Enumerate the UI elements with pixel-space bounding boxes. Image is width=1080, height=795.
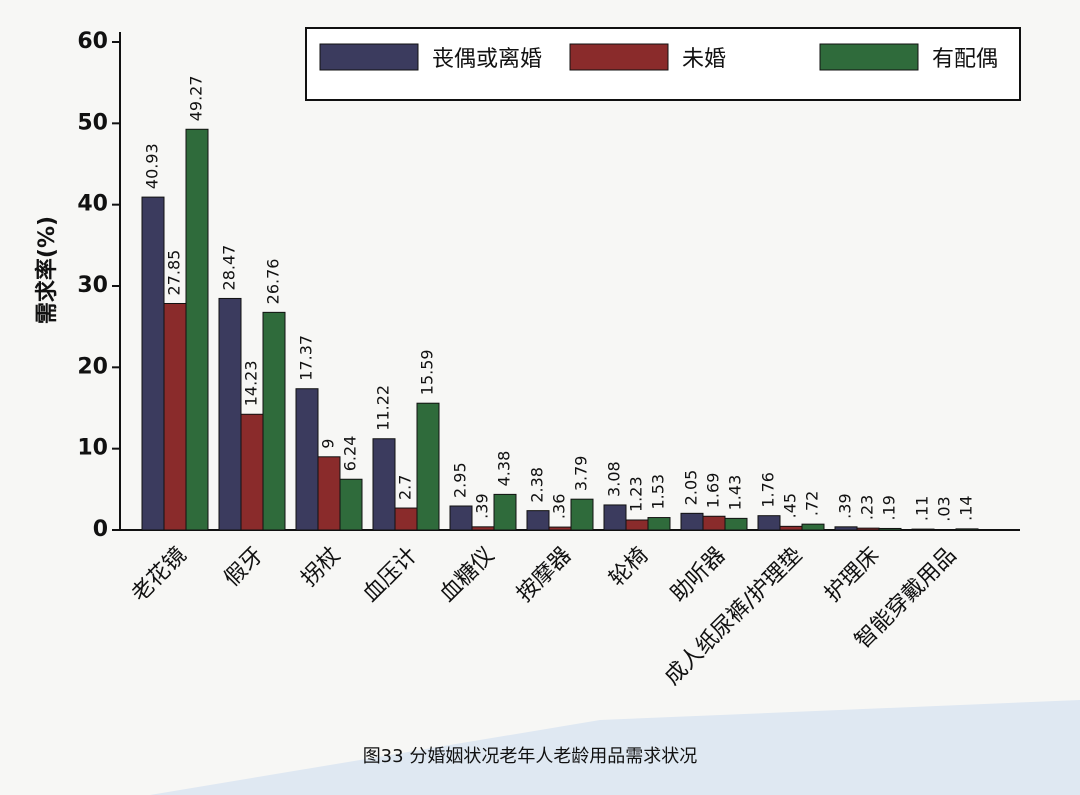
value-label: 27.85 bbox=[165, 250, 184, 296]
bar bbox=[295, 388, 319, 531]
value-label: .45 bbox=[781, 493, 800, 518]
bar bbox=[317, 456, 341, 531]
value-label: 14.23 bbox=[242, 360, 261, 406]
value-label: .11 bbox=[913, 496, 932, 521]
value-label: 2.7 bbox=[396, 475, 415, 500]
bar bbox=[262, 311, 286, 531]
y-axis-label: 需求率(%) bbox=[34, 216, 60, 324]
bar bbox=[856, 527, 880, 531]
value-label: .36 bbox=[550, 494, 569, 519]
value-label: 4.38 bbox=[495, 451, 514, 487]
value-label: .39 bbox=[836, 493, 855, 518]
bar bbox=[955, 528, 979, 531]
bar bbox=[471, 526, 495, 531]
value-label: .03 bbox=[935, 496, 954, 521]
value-label: 11.22 bbox=[374, 385, 393, 431]
value-label: 1.23 bbox=[627, 476, 646, 512]
bar bbox=[603, 504, 627, 531]
legend-swatch bbox=[819, 43, 919, 71]
value-label: 49.27 bbox=[187, 75, 206, 121]
value-label: 6.24 bbox=[341, 436, 360, 472]
legend-swatch bbox=[319, 43, 419, 71]
bar bbox=[647, 517, 671, 531]
value-label: 26.76 bbox=[264, 259, 283, 305]
y-tick-label: 0 bbox=[93, 517, 108, 542]
y-tick-label: 20 bbox=[77, 354, 108, 379]
bar bbox=[724, 517, 748, 531]
legend-swatch bbox=[569, 43, 669, 71]
bar bbox=[218, 297, 242, 531]
value-label: 28.47 bbox=[220, 245, 239, 291]
value-label: .14 bbox=[957, 495, 976, 520]
bar bbox=[526, 510, 550, 531]
value-label: 2.05 bbox=[682, 470, 701, 506]
legend-label: 丧偶或离婚 bbox=[432, 47, 542, 72]
bar bbox=[548, 526, 572, 531]
value-label: 9 bbox=[319, 439, 338, 449]
bar bbox=[625, 519, 649, 531]
value-label: 17.37 bbox=[297, 335, 316, 381]
bar bbox=[801, 523, 825, 531]
value-label: .72 bbox=[803, 491, 822, 516]
value-label: 40.93 bbox=[143, 143, 162, 189]
y-tick-label: 10 bbox=[77, 436, 108, 461]
value-label: 1.53 bbox=[649, 474, 668, 510]
bar bbox=[372, 438, 396, 531]
y-tick-label: 30 bbox=[77, 273, 108, 298]
value-label: 3.08 bbox=[605, 461, 624, 497]
bar bbox=[163, 302, 187, 531]
value-label: 2.95 bbox=[451, 462, 470, 498]
background-stripe bbox=[150, 700, 1080, 795]
bar bbox=[878, 527, 902, 531]
bar bbox=[779, 525, 803, 531]
value-label: 2.38 bbox=[528, 467, 547, 503]
bar bbox=[240, 413, 264, 531]
bar bbox=[339, 478, 363, 531]
bar bbox=[911, 528, 935, 531]
value-label: 1.76 bbox=[759, 472, 778, 508]
bar bbox=[493, 493, 517, 531]
bar bbox=[757, 515, 781, 531]
bar bbox=[702, 515, 726, 531]
value-label: 1.69 bbox=[704, 473, 723, 509]
value-label: 3.79 bbox=[572, 456, 591, 492]
value-label: 1.43 bbox=[726, 475, 745, 511]
bar bbox=[416, 402, 440, 531]
value-label: 15.59 bbox=[418, 349, 437, 395]
bar bbox=[449, 505, 473, 531]
bar bbox=[394, 507, 418, 531]
bar bbox=[680, 512, 704, 531]
y-tick-label: 60 bbox=[77, 29, 108, 54]
y-tick-label: 40 bbox=[77, 192, 108, 217]
caption: 图33 分婚姻状况老年人老龄用品需求状况 bbox=[363, 746, 698, 767]
y-tick-label: 50 bbox=[77, 110, 108, 135]
bar bbox=[834, 526, 858, 531]
legend-label: 未婚 bbox=[682, 47, 726, 72]
value-label: .39 bbox=[473, 493, 492, 518]
value-label: .19 bbox=[880, 495, 899, 520]
bar bbox=[141, 196, 165, 531]
value-label: .23 bbox=[858, 495, 877, 520]
bar bbox=[185, 128, 209, 531]
bar bbox=[570, 498, 594, 531]
legend-label: 有配偶 bbox=[932, 47, 998, 72]
